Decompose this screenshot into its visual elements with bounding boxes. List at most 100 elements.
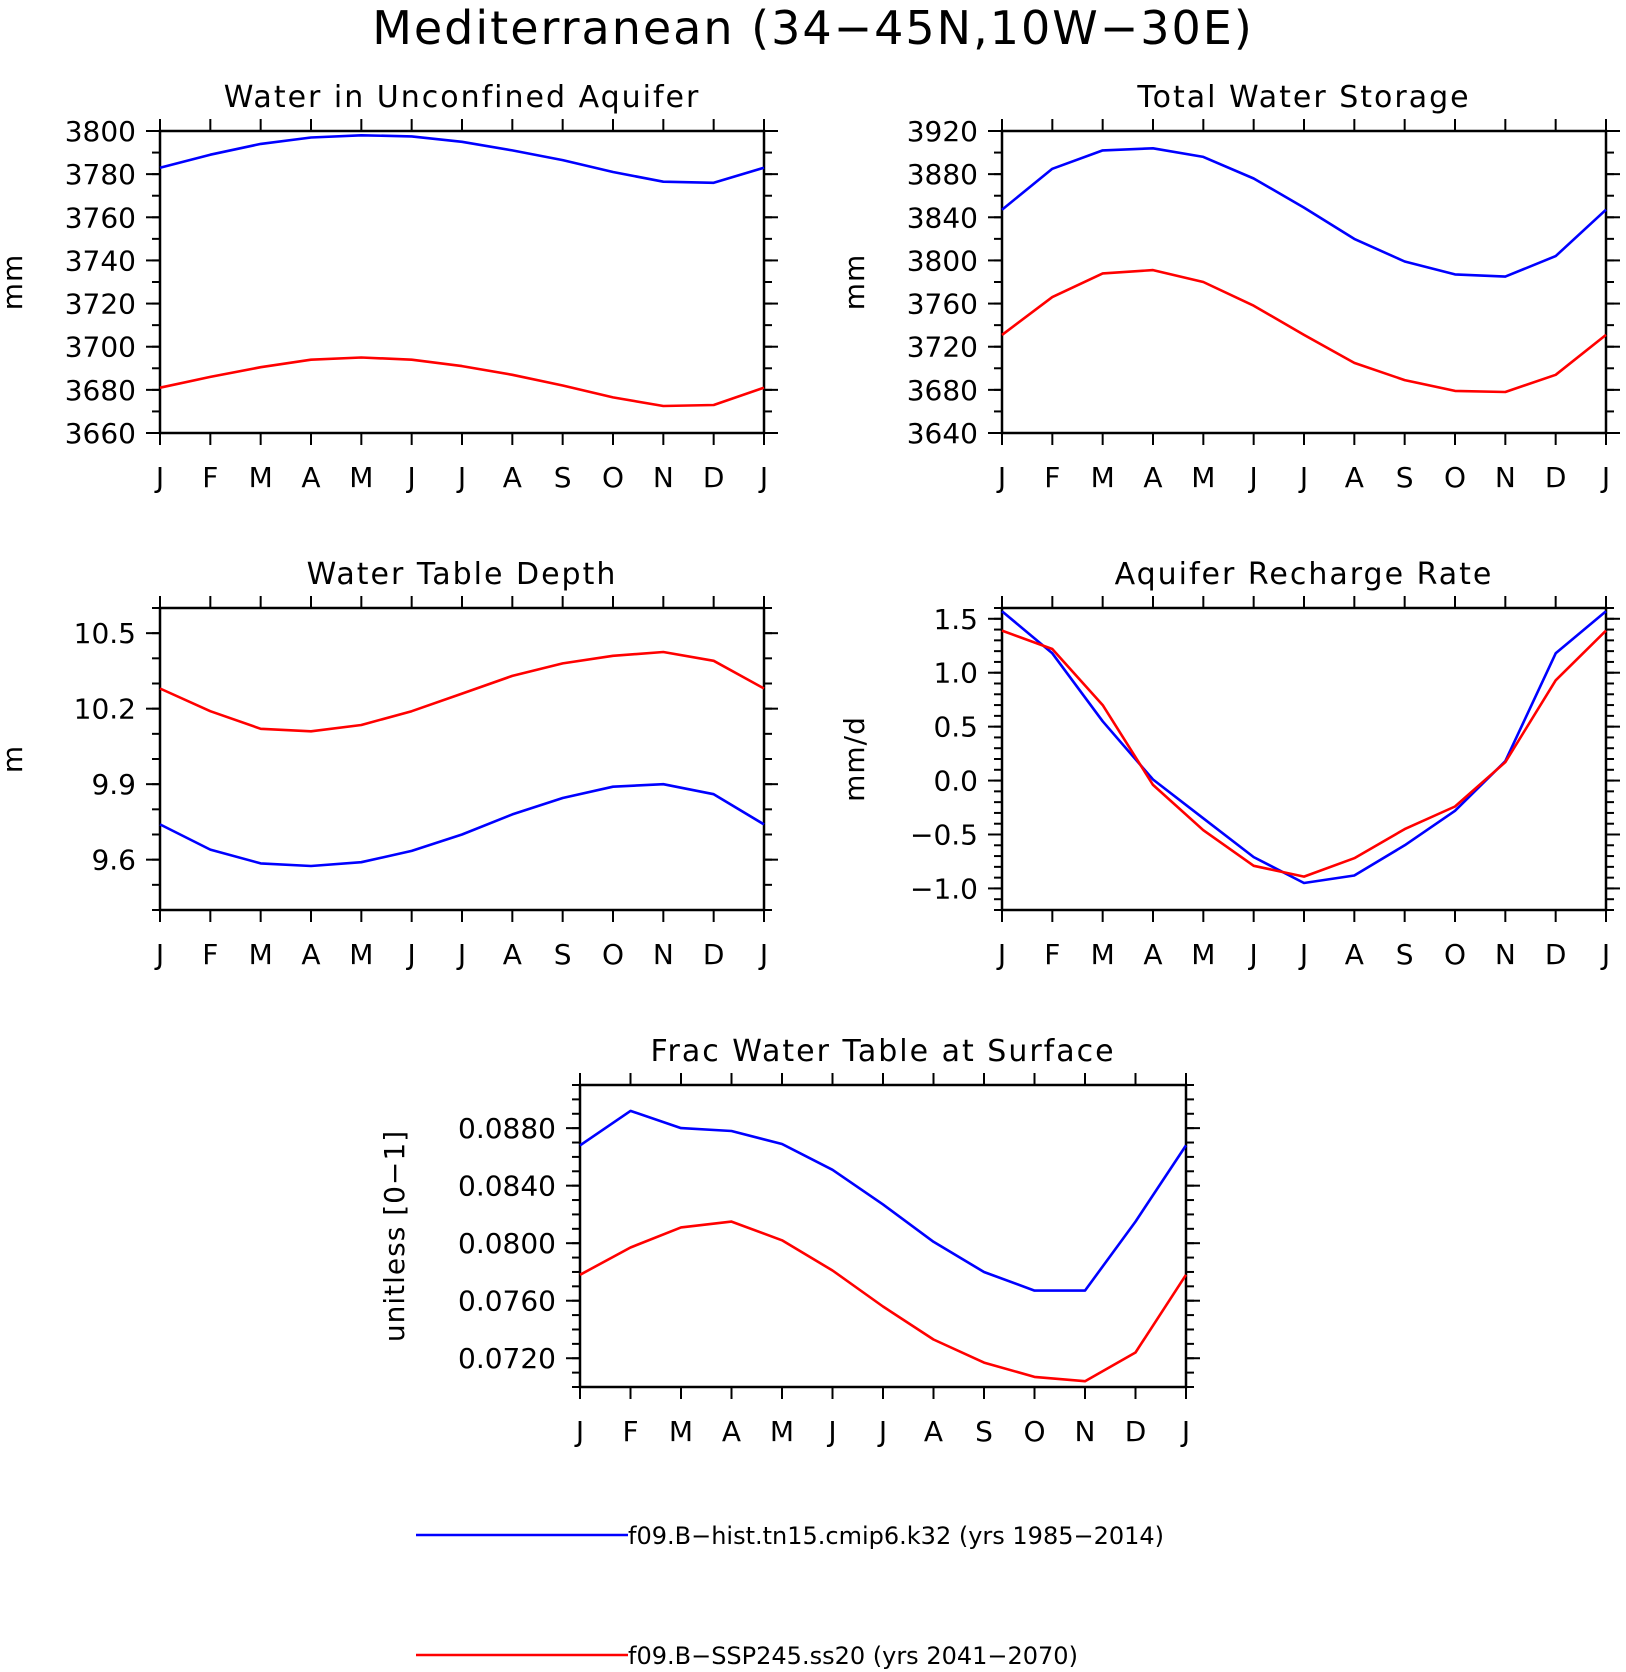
plot-frame	[578, 1083, 1188, 1389]
y-tick-label: 3780	[65, 158, 136, 191]
x-tick-label: J	[758, 938, 768, 971]
y-tick-label: 3800	[907, 244, 978, 277]
y-tick-label: 3640	[907, 417, 978, 450]
x-tick-label: F	[622, 1415, 638, 1448]
x-tick-label: J	[1298, 461, 1308, 494]
x-tick-label: F	[1044, 461, 1060, 494]
x-tick-label: A	[1143, 461, 1162, 494]
panel-title: Aquifer Recharge Rate	[1115, 557, 1494, 592]
x-tick-label: J	[154, 461, 164, 494]
x-tick-label: D	[703, 461, 725, 494]
x-tick-label: J	[406, 938, 416, 971]
y-tick-label: 0.0800	[458, 1227, 556, 1260]
series-line-future	[1001, 268, 1607, 394]
y-tick-label: −0.5	[910, 819, 978, 852]
y-tick-label: 3800	[65, 115, 136, 148]
x-tick-label: F	[202, 461, 218, 494]
y-axis: −1.0 −0.5 0.0 0.5 1.0 1.5	[910, 603, 1620, 911]
plot-frame	[158, 129, 766, 435]
x-tick-label: J	[1600, 461, 1610, 494]
x-tick-label: D	[1125, 1415, 1147, 1448]
y-tick-label: 3680	[907, 374, 978, 407]
series-line-hist	[159, 782, 765, 868]
y-tick-label: 3840	[907, 201, 978, 234]
y-axis-label: m	[0, 745, 29, 773]
series-line-future	[1001, 629, 1607, 878]
y-tick-label: 3720	[907, 331, 978, 364]
y-axis-label: mm	[838, 254, 871, 311]
x-tick-label: M	[349, 461, 373, 494]
x-tick-label: J	[406, 461, 416, 494]
x-tick-label: J	[456, 461, 466, 494]
x-tick-label: M	[1091, 938, 1115, 971]
panel-title: Frac Water Table at Surface	[650, 1034, 1115, 1069]
x-tick-label: S	[1396, 938, 1414, 971]
y-axis: 3640 3680 3720 3760 3800 3840 3880 3920	[907, 115, 1620, 450]
legend-item: f09.B−hist.tn15.cmip6.k32 (yrs 1985−2014…	[416, 1522, 1164, 1550]
panel-title: Total Water Storage	[1136, 80, 1470, 115]
x-tick-label: J	[996, 938, 1006, 971]
series-line-future	[579, 1220, 1188, 1383]
x-tick-label: J	[1248, 461, 1258, 494]
x-tick-label: A	[1143, 938, 1162, 971]
x-tick-label: J	[1248, 938, 1258, 971]
y-tick-label: 1.5	[933, 603, 978, 636]
panel-title: Water Table Depth	[307, 557, 618, 592]
x-tick-label: J	[826, 1415, 836, 1448]
x-tick-label: J	[574, 1415, 584, 1448]
x-tick-label: A	[301, 461, 320, 494]
y-tick-label: 9.6	[91, 844, 136, 877]
y-tick-label: 3660	[65, 417, 136, 450]
y-tick-label: 9.9	[91, 768, 136, 801]
y-tick-label: 3700	[65, 331, 136, 364]
y-axis-label: unitless [0−1]	[378, 1130, 411, 1342]
x-tick-label: F	[202, 938, 218, 971]
x-tick-label: A	[722, 1415, 741, 1448]
x-tick-label: S	[975, 1415, 993, 1448]
x-tick-label: D	[1545, 461, 1567, 494]
x-tick-label: J	[758, 461, 768, 494]
x-tick-label: N	[1075, 1415, 1096, 1448]
y-tick-label: 1.0	[933, 657, 978, 690]
x-tick-label: N	[653, 938, 674, 971]
y-axis-label: mm	[0, 254, 29, 311]
x-tick-label: N	[1495, 938, 1516, 971]
x-tick-label: M	[1191, 461, 1215, 494]
y-axis: 0.0720 0.0760 0.0800 0.0840 0.0880	[458, 1084, 1200, 1388]
legend-label: f09.B−hist.tn15.cmip6.k32 (yrs 1985−2014…	[628, 1522, 1164, 1550]
x-tick-label: S	[554, 938, 572, 971]
series-line-future	[159, 650, 765, 733]
y-tick-label: 3760	[907, 288, 978, 321]
y-tick-label: 3880	[907, 158, 978, 191]
x-tick-label: A	[503, 938, 522, 971]
y-tick-label: 0.0840	[458, 1170, 556, 1203]
x-tick-label: J	[1180, 1415, 1190, 1448]
y-tick-label: 0.5	[933, 711, 978, 744]
x-tick-label: N	[1495, 461, 1516, 494]
x-tick-label: M	[1191, 938, 1215, 971]
y-tick-label: −1.0	[910, 872, 978, 905]
series-line-hist	[159, 134, 765, 185]
legend: f09.B−hist.tn15.cmip6.k32 (yrs 1985−2014…	[416, 1522, 1164, 1670]
x-tick-label: S	[1396, 461, 1414, 494]
x-tick-label: D	[703, 938, 725, 971]
x-tick-label: A	[301, 938, 320, 971]
x-tick-label: D	[1545, 938, 1567, 971]
y-tick-label: 0.0	[933, 765, 978, 798]
series-line-future	[159, 356, 765, 408]
y-axis: 9.6 9.9 10.2 10.5	[74, 607, 778, 911]
plot-frame	[1000, 606, 1608, 912]
x-tick-label: F	[1044, 938, 1060, 971]
x-tick-label: A	[503, 461, 522, 494]
